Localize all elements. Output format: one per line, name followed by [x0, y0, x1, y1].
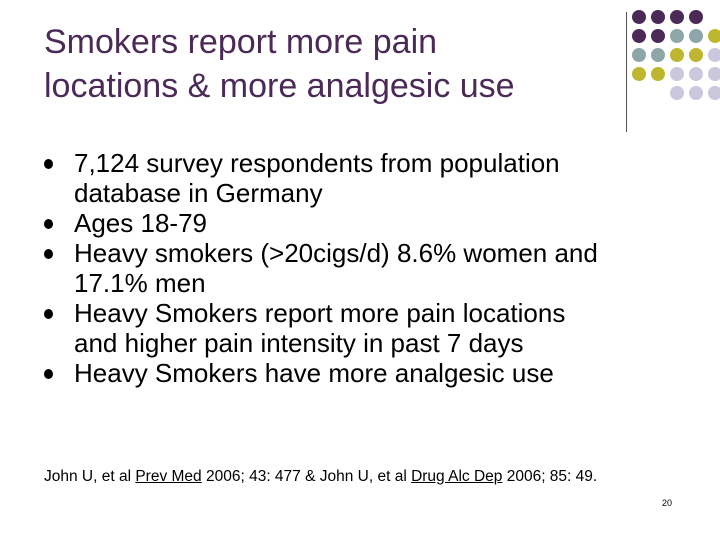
bullet-dot-icon — [44, 369, 53, 379]
decorative-dot — [689, 67, 703, 81]
decorative-dot — [670, 29, 684, 43]
page-number: 20 — [662, 498, 673, 508]
bullet-dot-icon — [44, 219, 53, 229]
title-line: Smokers report more pain — [44, 23, 438, 61]
citation-journal: Prev Med — [135, 468, 202, 485]
decorative-dot — [689, 48, 703, 62]
bullet-item: Ages 18-79 — [44, 208, 694, 238]
decorative-dot — [708, 48, 720, 62]
decorative-dot — [651, 67, 665, 81]
bullet-text: 17.1% men — [74, 268, 206, 298]
decorative-dot — [708, 86, 720, 100]
bullet-item: 7,124 survey respondents from population… — [44, 148, 694, 208]
bullet-text: Heavy Smokers have more analgesic use — [74, 358, 554, 388]
decorative-dot — [670, 86, 684, 100]
decorative-dot — [689, 10, 703, 24]
decorative-dot — [651, 29, 665, 43]
bullet-text: Ages 18-79 — [74, 208, 207, 238]
bullet-list: 7,124 survey respondents from population… — [44, 148, 694, 388]
bullet-item: Heavy Smokers report more pain locations… — [44, 298, 694, 358]
decorative-dot — [632, 48, 646, 62]
decorative-dot — [708, 67, 720, 81]
bullet-text: Heavy Smokers report more pain locations — [74, 298, 566, 328]
bullet-text: 7,124 survey respondents from population — [74, 148, 560, 178]
bullet-text: database in Germany — [74, 178, 323, 208]
decorative-dot — [651, 10, 665, 24]
bullet-item: Heavy smokers (>20cigs/d) 8.6% women and… — [44, 238, 694, 298]
decorative-dot — [651, 48, 665, 62]
decorative-dot — [632, 10, 646, 24]
citation-journal: Drug Alc Dep — [411, 468, 503, 485]
bullet-item: Heavy Smokers have more analgesic use — [44, 358, 694, 388]
bullet-dot-icon — [44, 249, 53, 259]
decorative-dot — [632, 67, 646, 81]
decorative-dot — [632, 29, 646, 43]
decorative-dot — [708, 29, 720, 43]
bullet-dot-icon — [44, 309, 53, 319]
decorative-dot — [670, 10, 684, 24]
bullet-text: Heavy smokers (>20cigs/d) 8.6% women and — [74, 238, 598, 268]
decorative-dot — [670, 67, 684, 81]
citation-text: 2006; 85: 49. — [502, 468, 598, 485]
decorative-dot — [689, 29, 703, 43]
decorative-dot — [670, 48, 684, 62]
slide-title: Smokers report more pain locations & mor… — [44, 20, 624, 108]
citation: John U, et al Prev Med 2006; 43: 477 & J… — [44, 467, 704, 487]
bullet-text: and higher pain intensity in past 7 days — [74, 328, 524, 358]
citation-text: John U, et al — [44, 468, 136, 485]
decorative-dot — [689, 86, 703, 100]
decorative-divider — [626, 12, 627, 132]
title-line: locations & more analgesic use — [44, 67, 515, 105]
citation-text: 2006; 43: 477 & John U, et al — [201, 468, 412, 485]
bullet-dot-icon — [44, 159, 53, 169]
